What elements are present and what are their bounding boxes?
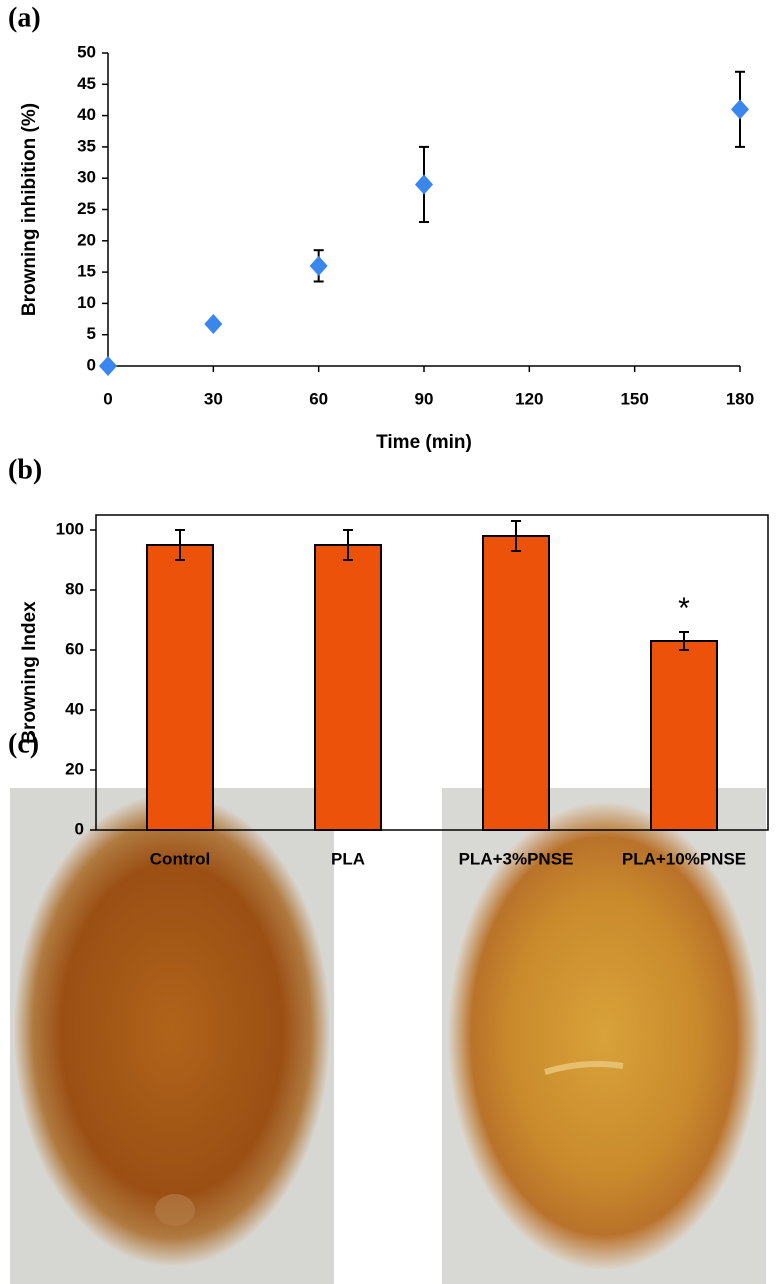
annotation: * xyxy=(678,592,690,625)
bar xyxy=(650,640,718,831)
y-tick-label: 40 xyxy=(77,105,96,124)
bar xyxy=(482,535,550,831)
panel-label: (a) xyxy=(8,2,41,33)
x-tick-label: 60 xyxy=(309,389,328,408)
x-tick-label: PLA+3%PNSE xyxy=(459,849,574,868)
y-tick-label: 15 xyxy=(77,262,96,281)
point xyxy=(731,99,749,120)
y-tick-label: 50 xyxy=(77,42,96,61)
y-tick-label: 40 xyxy=(65,699,84,718)
x-tick-label: 120 xyxy=(515,389,543,408)
point xyxy=(309,255,328,276)
photo xyxy=(10,788,334,1284)
y-tick-label: 0 xyxy=(75,819,84,838)
y-tick-label: 20 xyxy=(65,759,84,778)
photo xyxy=(442,788,766,1284)
x-tick-label: PLA+10%PNSE xyxy=(622,849,746,868)
plot-frame xyxy=(95,514,769,831)
y-axis-label: Browning inhibition (%) xyxy=(19,103,40,316)
point xyxy=(99,356,117,376)
x-tick-label: PLA xyxy=(331,849,365,868)
y-tick-label: 10 xyxy=(77,293,96,312)
point xyxy=(204,314,223,335)
y-tick-label: 35 xyxy=(77,136,96,155)
x-tick-label: 90 xyxy=(415,389,434,408)
bar xyxy=(146,544,214,831)
y-tick-label: 20 xyxy=(77,230,96,249)
x-tick-label: 0 xyxy=(103,389,112,408)
x-tick-label: 180 xyxy=(726,389,754,408)
y-tick-label: 100 xyxy=(56,519,84,538)
x-tick-label: Control xyxy=(150,849,210,868)
y-tick-label: 25 xyxy=(77,199,96,218)
panel-label: (c) xyxy=(8,728,39,759)
y-tick-label: 30 xyxy=(77,168,96,187)
y-tick-label: 80 xyxy=(65,579,84,598)
y-tick-label: 5 xyxy=(87,324,96,343)
bar xyxy=(314,544,382,831)
x-tick-label: 30 xyxy=(204,389,223,408)
panel-label: (b) xyxy=(8,454,42,485)
x-axis-label: Time (min) xyxy=(376,432,472,453)
y-tick-label: 60 xyxy=(65,639,84,658)
y-tick-label: 0 xyxy=(87,355,96,374)
point xyxy=(415,174,433,195)
y-axis-label: Browning Index xyxy=(19,601,40,744)
y-tick-label: 45 xyxy=(77,74,96,93)
x-tick-label: 150 xyxy=(620,389,648,408)
